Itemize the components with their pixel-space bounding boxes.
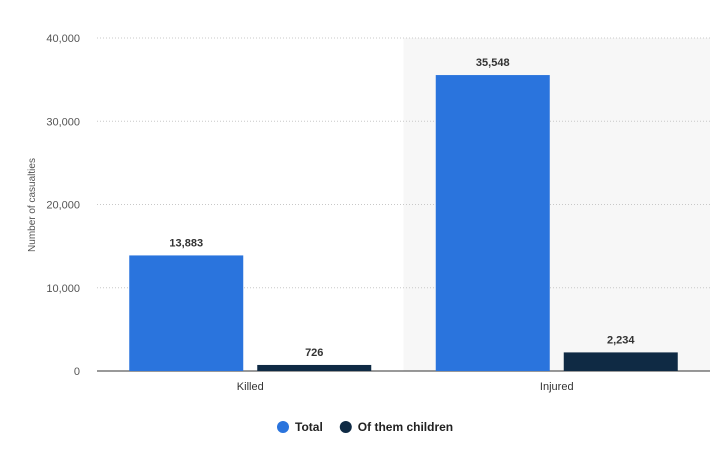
legend-label: Total [295,420,323,434]
bar-killed-of-them-children [257,364,372,371]
data-label: 726 [305,347,323,359]
bar-injured-total [435,75,550,371]
legend-item-of-them-children: Of them children [339,420,453,434]
data-label: 13,883 [169,237,203,249]
legend-swatch [277,421,289,433]
bar-injured-of-them-children [563,352,678,371]
y-tick-label: 20,000 [46,200,80,212]
y-tick-label: 30,000 [46,116,80,128]
data-label: 35,548 [476,57,510,69]
x-category-label: Killed [237,381,264,393]
y-tick-label: 0 [74,366,80,378]
legend-swatch [339,421,352,433]
legend-label: Of them children [358,420,453,434]
x-category-label: Injured [540,381,574,393]
y-axis-label: Number of casualties [27,158,38,252]
bar-killed-total [129,255,244,371]
legend-item-total: Total [277,420,323,434]
y-tick-label: 10,000 [46,283,80,295]
data-label: 2,234 [607,334,635,346]
y-tick-label: 40,000 [46,33,80,45]
